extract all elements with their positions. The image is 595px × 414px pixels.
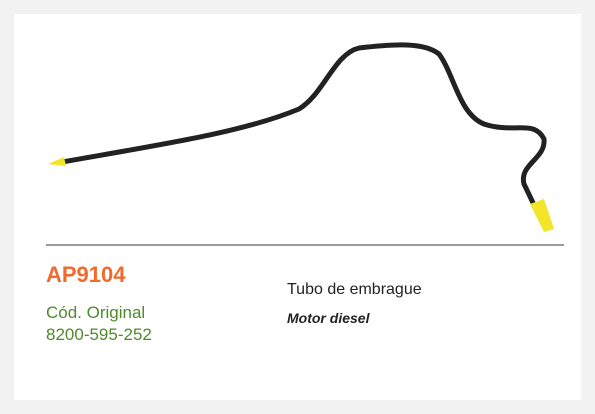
product-code: AP9104 bbox=[46, 262, 126, 288]
part-image bbox=[14, 14, 581, 244]
tube bbox=[62, 45, 544, 209]
body: AP9104 Cód. Original 8200-595-252 Tubo d… bbox=[0, 0, 595, 414]
product-card: AP9104 Cód. Original 8200-595-252 Tubo d… bbox=[14, 14, 581, 400]
fitting-right bbox=[530, 199, 554, 232]
original-label: Cód. Original bbox=[46, 302, 152, 324]
page: {"product": {"code": "AP9104", "original… bbox=[0, 0, 595, 414]
divider bbox=[46, 244, 564, 246]
description: Tubo de embrague bbox=[287, 281, 422, 299]
fitting-left bbox=[48, 157, 66, 166]
engine-note: Motor diesel bbox=[287, 310, 369, 326]
original-number: 8200-595-252 bbox=[46, 324, 152, 346]
original-code: Cód. Original 8200-595-252 bbox=[46, 302, 152, 346]
